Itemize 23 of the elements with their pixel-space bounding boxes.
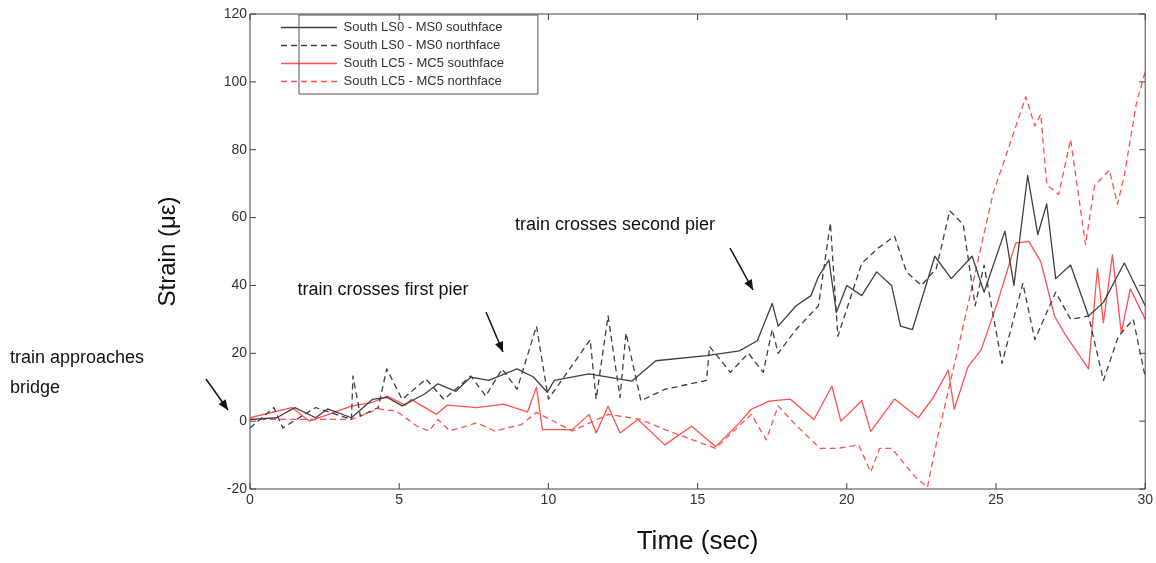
annotation: train crosses first pier	[297, 278, 469, 299]
x-tick-label: 20	[839, 491, 855, 508]
y-axis-title: Strain (με)	[153, 196, 181, 307]
y-tick-label: 0	[239, 412, 248, 428]
y-tick-label: 40	[231, 276, 248, 293]
x-tick-label: 10	[540, 491, 557, 508]
text: train approaches bridge	[10, 346, 145, 397]
legend-label: South LS0 - MS0 northface	[343, 37, 501, 53]
x-axis-title: Time (sec)	[636, 524, 759, 555]
y-tick-label: 80	[231, 140, 248, 157]
y-tick-label: 100	[223, 72, 248, 89]
y-tick-label: -20	[226, 479, 248, 496]
x-tick-label: 5	[395, 491, 404, 508]
y-tick-label: 20	[231, 344, 248, 361]
x-tick-label: 30	[1137, 491, 1154, 508]
annotation: train crosses second pier	[514, 213, 716, 234]
y-tick-label: 60	[231, 208, 248, 225]
x-tick-label: 25	[988, 491, 1005, 508]
legend-label: South LC5 - MC5 southface	[343, 55, 504, 71]
y-tick-label: 120	[223, 4, 248, 21]
legend-label: South LC5 - MC5 northface	[343, 73, 502, 89]
x-tick-label: 15	[689, 491, 706, 508]
legend-label: South LS0 - MS0 southface	[343, 19, 503, 35]
